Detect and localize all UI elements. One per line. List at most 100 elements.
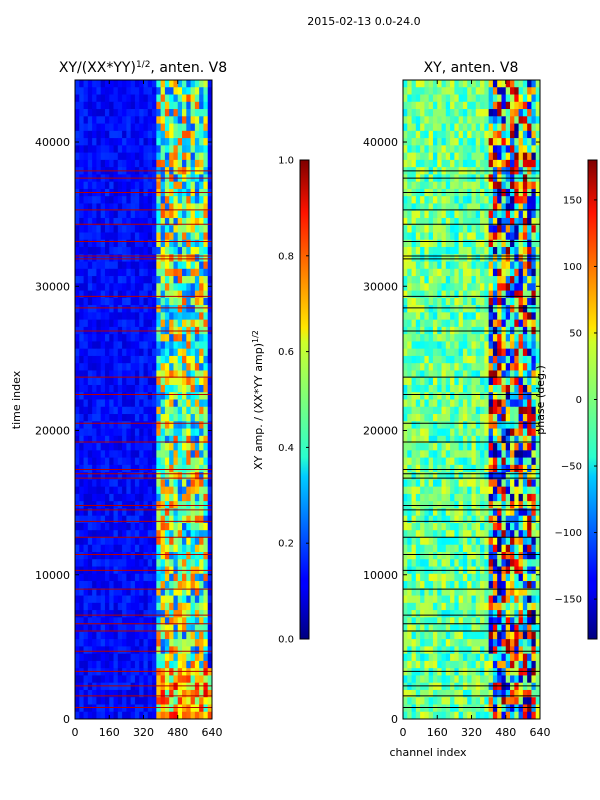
heatmap-cell (87, 617, 93, 625)
heatmap-cell (522, 283, 528, 291)
heatmap-cell (87, 203, 93, 212)
heatmap-cell (156, 406, 162, 415)
heatmap-cell (182, 602, 187, 611)
heatmap-cell (156, 421, 162, 429)
heatmap-cell (117, 399, 123, 408)
heatmap-cell (441, 247, 447, 255)
heatmap-cell (169, 123, 174, 132)
heatmap-cell (109, 319, 114, 328)
heatmap-cell (194, 522, 200, 531)
heatmap-cell (510, 392, 515, 400)
heatmap-cell (104, 639, 110, 647)
heatmap-cell (173, 305, 179, 313)
heatmap-cell (518, 254, 524, 262)
heatmap-cell (199, 522, 204, 531)
heatmap-cell (424, 443, 430, 451)
heatmap-cell (173, 355, 179, 364)
heatmap-cell (182, 450, 187, 458)
heatmap-cell (143, 80, 149, 88)
heatmap-cell (109, 152, 114, 161)
heatmap-cell (83, 319, 89, 328)
heatmap-cell (75, 399, 80, 408)
heatmap-cell (100, 617, 106, 625)
heatmap-cell (441, 305, 447, 313)
heatmap-cell (96, 297, 102, 306)
heatmap-cell (445, 355, 451, 364)
heatmap-cell (522, 370, 528, 379)
heatmap-cell (415, 247, 421, 255)
heatmap-cell (130, 138, 136, 146)
heatmap-cell (480, 130, 485, 139)
heatmap-cell (83, 515, 89, 524)
heatmap-cell (403, 370, 408, 379)
heatmap-cell (186, 196, 191, 204)
heatmap-cell (117, 472, 123, 480)
heatmap-cell (147, 377, 153, 386)
heatmap-cell (454, 80, 460, 88)
heatmap-cell (505, 508, 511, 517)
heatmap-cell (194, 355, 200, 364)
heatmap-cell (156, 196, 162, 204)
heatmap-cell (207, 697, 213, 705)
heatmap-cell (169, 530, 174, 538)
heatmap-cell (471, 94, 477, 103)
heatmap-cell (428, 493, 434, 502)
heatmap-cell (437, 152, 442, 161)
heatmap-cell (92, 675, 97, 684)
heatmap-cell (96, 624, 102, 633)
heatmap-cell (190, 501, 196, 509)
heatmap-cell (207, 660, 213, 669)
heatmap-cell (428, 377, 434, 386)
heatmap-cell (471, 493, 477, 502)
heatmap-cell (104, 116, 110, 124)
heatmap-cell (510, 450, 515, 458)
heatmap-cell (169, 203, 174, 212)
heatmap-cell (480, 109, 485, 117)
heatmap-cell (134, 602, 140, 611)
heatmap-cell (194, 138, 200, 146)
heatmap-cell (445, 203, 451, 212)
heatmap-cell (484, 363, 490, 371)
heatmap-cell (462, 348, 468, 357)
heatmap-cell (186, 87, 191, 95)
heatmap-cell (203, 239, 209, 248)
heatmap-cell (92, 515, 97, 524)
heatmap-cell (510, 493, 515, 502)
heatmap-cell (194, 145, 200, 154)
heatmap-cell (407, 290, 412, 299)
heatmap-cell (450, 384, 455, 393)
heatmap-cell (403, 232, 408, 241)
heatmap-cell (203, 261, 209, 270)
heatmap-cell (83, 232, 89, 241)
heatmap-cell (437, 247, 442, 255)
heatmap-cell (143, 697, 149, 705)
heatmap-cell (471, 414, 477, 422)
heatmap-cell (126, 610, 132, 618)
heatmap-cell (156, 87, 162, 95)
heatmap-cell (415, 501, 421, 509)
heatmap-cell (109, 428, 114, 437)
heatmap-cell (484, 152, 490, 161)
heatmap-cell (497, 80, 502, 88)
heatmap-cell (488, 537, 494, 546)
heatmap-cell (441, 348, 447, 357)
heatmap-cell (445, 414, 451, 422)
heatmap-cell (441, 290, 447, 299)
heatmap-cell (522, 355, 528, 364)
heatmap-cell (207, 573, 213, 582)
heatmap-cell (207, 217, 213, 226)
heatmap-cell (480, 319, 485, 328)
heatmap-cell (505, 225, 511, 233)
heatmap-cell (501, 348, 507, 357)
heatmap-cell (113, 472, 119, 480)
heatmap-cell (182, 319, 187, 328)
heatmap-cell (471, 239, 477, 248)
heatmap-cell (445, 109, 451, 117)
heatmap-cell (480, 493, 485, 502)
heatmap-cell (475, 210, 481, 219)
heatmap-cell (437, 370, 442, 379)
heatmap-cell (450, 522, 455, 531)
heatmap-cell (113, 334, 119, 342)
heatmap-cell (411, 501, 417, 509)
heatmap-cell (450, 355, 455, 364)
